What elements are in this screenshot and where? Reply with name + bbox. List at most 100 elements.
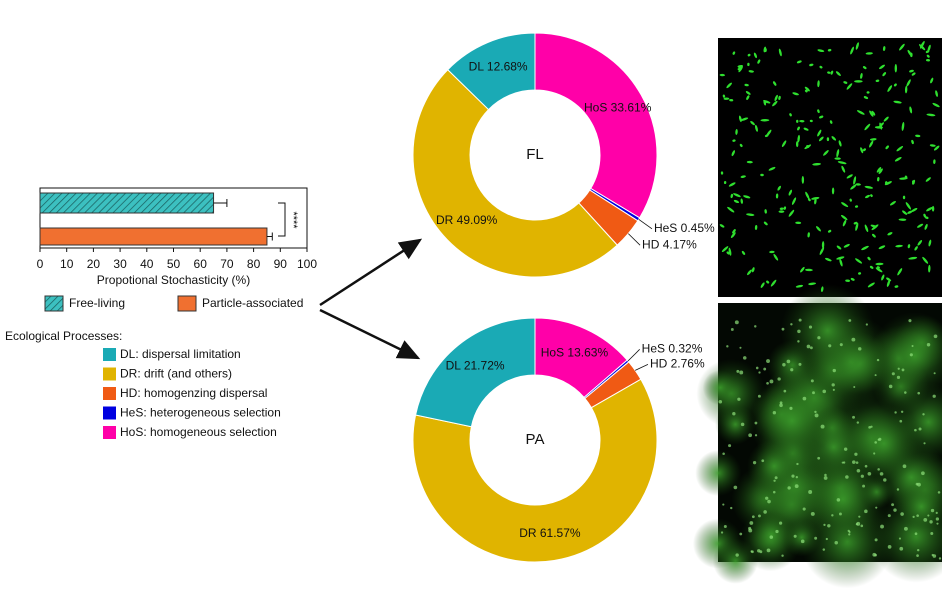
cell [797, 329, 801, 334]
legend-label: HeS: heterogeneous selection [120, 406, 281, 420]
cell [730, 232, 736, 239]
cell [795, 221, 802, 225]
cell [778, 95, 781, 101]
cell [782, 363, 786, 367]
cell [805, 191, 810, 200]
glow [715, 404, 756, 445]
cell [841, 165, 846, 173]
cell [853, 221, 858, 225]
cell [734, 320, 739, 325]
cell [802, 396, 807, 401]
cell [873, 452, 876, 455]
cell [761, 459, 765, 463]
cell [911, 345, 914, 348]
cell [830, 70, 834, 75]
cell [929, 520, 933, 524]
cell [827, 229, 832, 233]
cell [849, 198, 852, 202]
cell [778, 48, 782, 57]
cell [723, 524, 727, 528]
cell [728, 247, 732, 256]
cell [842, 219, 847, 227]
cell [887, 514, 891, 518]
cell [808, 325, 813, 329]
cell [841, 202, 849, 208]
legend-swatch [44, 295, 64, 312]
cell [860, 524, 864, 528]
cell [722, 503, 725, 506]
cell [781, 554, 784, 557]
cell [850, 46, 854, 55]
cell [891, 503, 895, 507]
cell [900, 410, 904, 413]
cell [766, 359, 770, 363]
cell [882, 46, 886, 51]
cell [764, 209, 767, 214]
cell [777, 377, 781, 381]
cell [827, 524, 831, 528]
cell [743, 195, 751, 199]
cell [789, 113, 792, 117]
legend-swatch [103, 348, 116, 361]
cell [904, 526, 908, 531]
micrograph-cells [692, 41, 942, 589]
cell [763, 221, 768, 226]
cell [797, 134, 800, 143]
cell [779, 207, 784, 210]
cell [930, 531, 934, 535]
cell [887, 545, 892, 549]
cell [899, 546, 904, 551]
cell [858, 515, 861, 518]
legend-swatch [103, 387, 116, 400]
cell [817, 80, 820, 88]
cell [856, 421, 860, 424]
leader [638, 218, 653, 230]
cell [825, 537, 828, 541]
cell [723, 97, 730, 100]
cell [754, 325, 757, 328]
cell [911, 72, 916, 76]
cell [800, 539, 805, 544]
cell [827, 71, 831, 74]
cell [906, 79, 911, 87]
cell [728, 182, 736, 187]
cell [814, 536, 818, 540]
cell [853, 385, 856, 388]
cell [753, 52, 758, 59]
cell [760, 282, 765, 288]
cell [930, 77, 934, 84]
cell [822, 389, 827, 394]
cell [856, 468, 861, 473]
x-tick-label: 50 [167, 257, 181, 271]
cell [802, 507, 806, 511]
cell [860, 73, 863, 79]
cell [790, 323, 793, 326]
legend-label: DL: dispersal limitation [120, 347, 241, 361]
cell [798, 362, 802, 366]
cell [788, 209, 795, 217]
cell [809, 119, 813, 123]
cell [909, 106, 913, 114]
center-label: PA [526, 431, 545, 448]
cell [855, 222, 859, 231]
legend-label: Free-living [69, 296, 125, 310]
cell [826, 137, 830, 142]
x-tick-label: 80 [247, 257, 261, 271]
cell [719, 224, 725, 228]
cell [796, 119, 799, 123]
cell [887, 85, 893, 92]
cell [874, 374, 877, 377]
cell [871, 110, 876, 116]
cell [901, 368, 905, 372]
cell [877, 468, 880, 471]
cell [837, 161, 847, 165]
cell [733, 193, 741, 198]
data-label: HoS 33.61% [584, 100, 652, 114]
cell [836, 149, 840, 158]
cell [864, 224, 869, 233]
cell [858, 347, 862, 351]
cell [794, 484, 799, 489]
cell [769, 250, 775, 254]
cell [804, 144, 812, 150]
arrow [319, 308, 421, 360]
